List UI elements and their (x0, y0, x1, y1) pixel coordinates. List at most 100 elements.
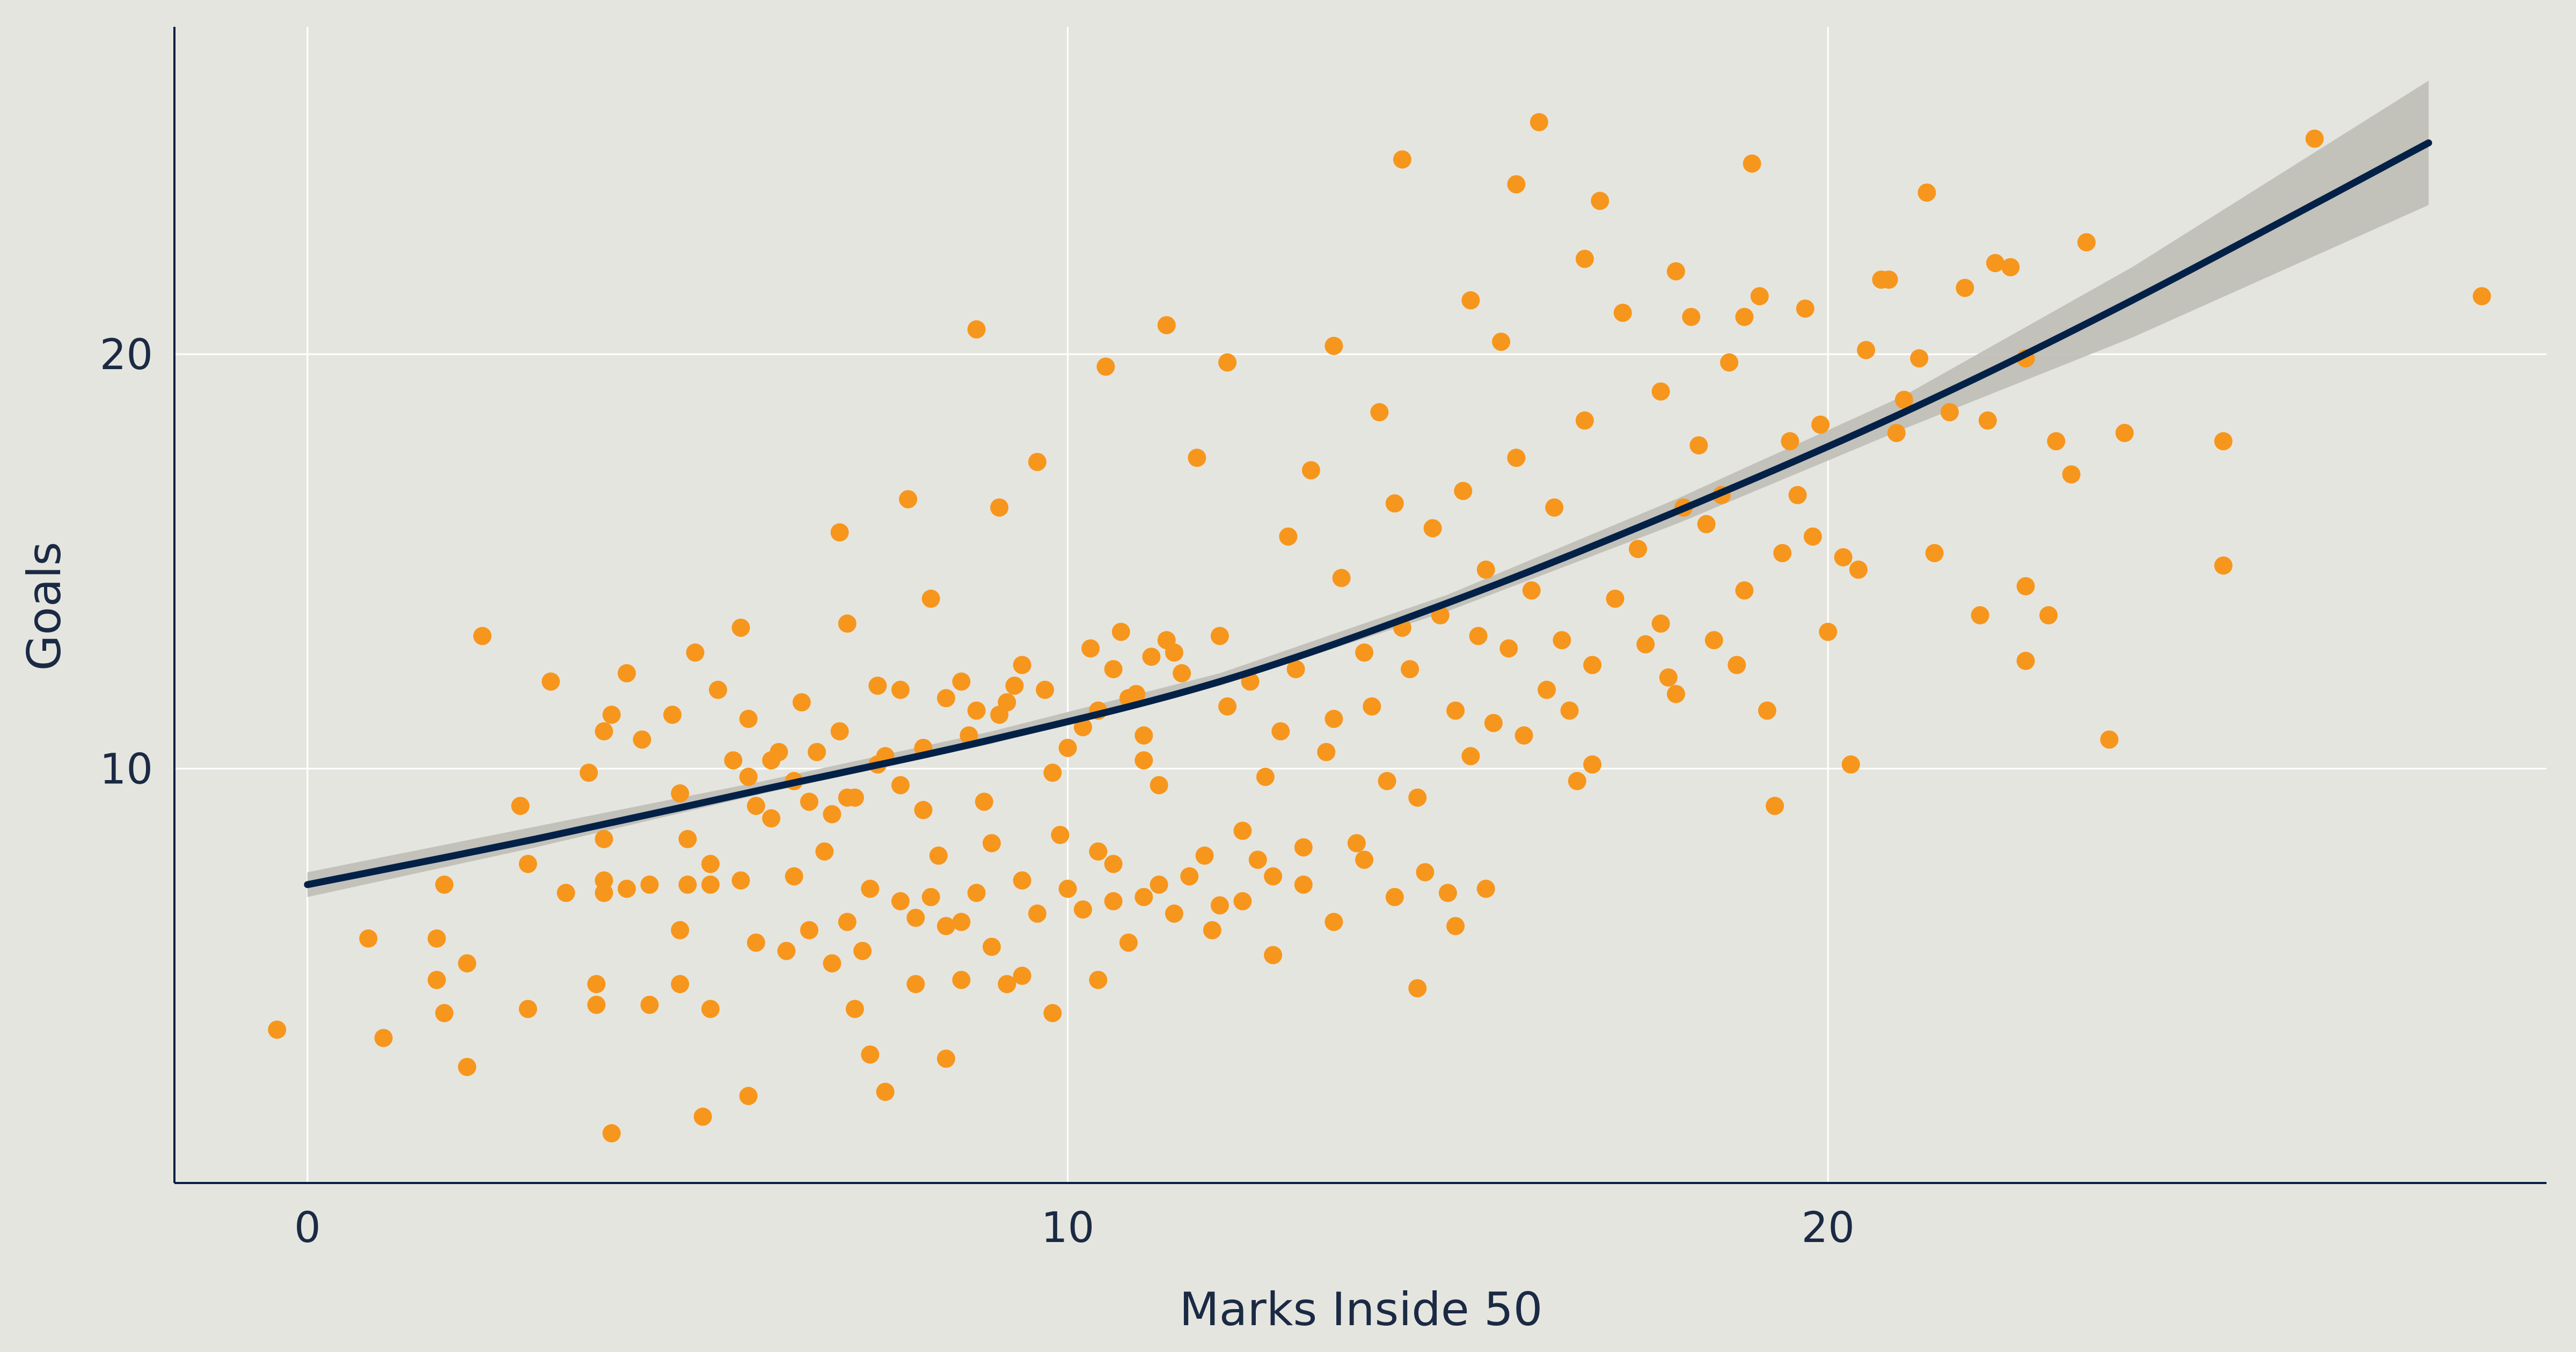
confidence-band-area (307, 80, 2429, 897)
scatter-point (891, 680, 910, 699)
scatter-point (435, 875, 453, 894)
scatter-point (1529, 113, 1548, 131)
scatter-point (1636, 635, 1655, 653)
scatter-point (1028, 453, 1046, 471)
x-tick-label: 10 (1041, 1204, 1094, 1252)
scatter-point (458, 954, 477, 973)
scatter-point (595, 829, 613, 848)
scatter-point (1613, 304, 1632, 322)
scatter-point (853, 942, 872, 960)
scatter-point (1629, 540, 1648, 559)
scatter-point (1028, 904, 1046, 923)
scatter-point (1834, 548, 1853, 567)
axes (173, 27, 2546, 1184)
scatter-point (990, 498, 1009, 517)
scatter-point (1370, 403, 1389, 422)
scatter-point (1841, 755, 1860, 774)
scatter-point (1894, 391, 1913, 409)
scatter-point (2214, 556, 2233, 575)
scatter-point (671, 975, 690, 994)
scatter-point (595, 722, 613, 741)
scatter-point (1811, 415, 1830, 434)
scatter-point (1568, 771, 1586, 790)
scatter-point (808, 743, 826, 761)
scatter-point (617, 879, 636, 898)
scatter-point (1940, 403, 1959, 422)
y-axis-title: Goals (18, 542, 71, 671)
scatter-point (747, 934, 765, 952)
scatter-point (1104, 855, 1123, 873)
scatter-point (1408, 979, 1427, 997)
gridlines (174, 27, 2546, 1183)
scatter-point (663, 706, 682, 724)
scatter-point (1355, 850, 1374, 869)
scatter-point (602, 1124, 621, 1143)
scatter-point (1058, 879, 1077, 898)
scatter-point (1264, 867, 1283, 886)
scatter-point (1849, 560, 1868, 579)
scatter-point (708, 680, 727, 699)
scatter-point (967, 884, 986, 902)
x-tick-label: 0 (294, 1204, 321, 1252)
scatter-point (1119, 934, 1138, 952)
trend-line (304, 139, 2432, 888)
scatter-point (1819, 622, 1838, 641)
scatter-points (268, 113, 2491, 1143)
scatter-point (1135, 726, 1153, 745)
scatter-point (1135, 888, 1153, 906)
scatter-point (936, 1049, 955, 1068)
scatter-point (960, 726, 978, 745)
scatter-point (792, 693, 811, 711)
x-tick-label: 20 (1802, 1204, 1855, 1252)
scatter-point (359, 929, 378, 948)
scatter-point (1583, 656, 1602, 674)
scatter-point (2305, 129, 2324, 148)
scatter-point (845, 788, 864, 807)
scatter-point (2001, 258, 2020, 276)
scatter-point (830, 523, 849, 542)
scatter-point (1073, 900, 1092, 919)
scatter-point (967, 701, 986, 720)
scatter-point (952, 672, 971, 691)
scatter-point (1218, 697, 1237, 716)
scatter-point (1499, 639, 1518, 658)
scatter-point (1173, 664, 1191, 682)
scatter-point (1803, 527, 1822, 546)
scatter-point (427, 929, 446, 948)
scatter-point (1575, 411, 1594, 430)
scatter-point (1104, 660, 1123, 679)
scatter-point (1013, 966, 1031, 985)
scatter-point (1728, 656, 1746, 674)
y-tick-label: 20 (100, 331, 153, 379)
scatter-point (693, 1107, 712, 1126)
scatter-point (876, 1083, 895, 1101)
scatter-point (1393, 150, 1411, 169)
scatter-point (1301, 461, 1320, 480)
scatter-point (1720, 353, 1739, 372)
scatter-point (967, 320, 986, 339)
scatter-point (861, 879, 880, 898)
scatter-point (678, 829, 697, 848)
scatter-point (830, 722, 849, 741)
trend-line-group (304, 139, 2432, 888)
scatter-point (1051, 826, 1070, 844)
scatter-point (1879, 270, 1898, 289)
scatter-point (518, 1000, 537, 1018)
scatter-point (1081, 639, 1100, 658)
scatter-point (1036, 680, 1055, 699)
scatter-point (1005, 677, 1024, 695)
scatter-point (1446, 917, 1465, 936)
scatter-point (815, 842, 834, 861)
scatter-point (762, 809, 781, 828)
tick-labels: 0 10 20 10 20 (100, 331, 1855, 1252)
scatter-point (747, 797, 765, 815)
scatter-point (899, 490, 918, 509)
scatter-point (952, 971, 971, 989)
scatter-point (1347, 834, 1366, 853)
scatter-point (1514, 726, 1533, 745)
scatter-point (701, 855, 720, 873)
scatter-point (1127, 685, 1146, 703)
scatter-point (427, 971, 446, 989)
